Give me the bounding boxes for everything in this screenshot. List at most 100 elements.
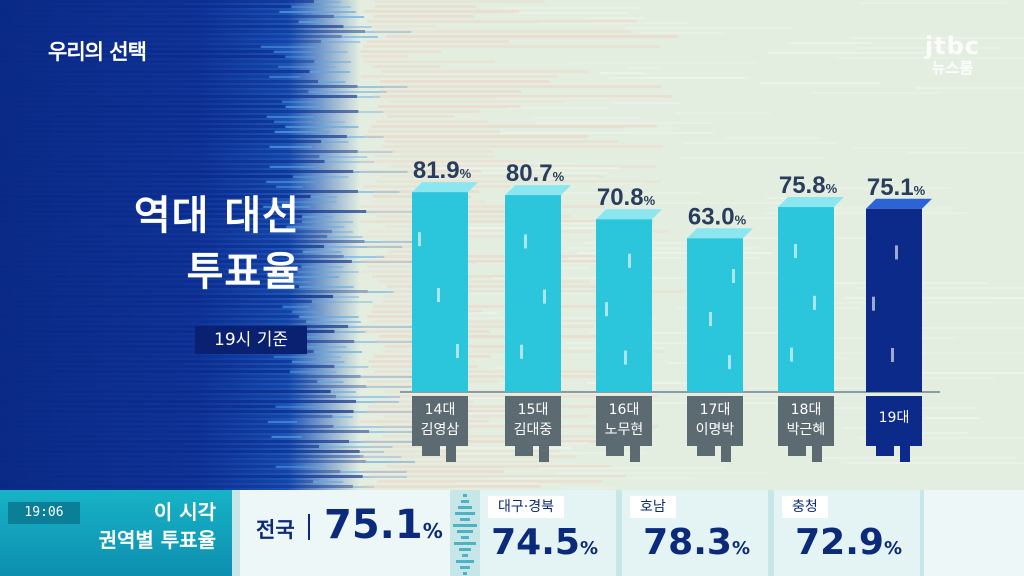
stripe-blue [0,95,358,98]
stripe-light [274,131,331,133]
ticker-region-chungcheong: 충청 72.9% [774,490,920,576]
stripe-light [335,396,401,398]
stripe-blue [0,470,341,473]
stripe-blue [0,415,333,418]
stripe-white [567,247,758,249]
stripe-blue [0,340,355,343]
stripe-blue [0,105,286,108]
stripe-light [324,161,374,163]
stripe-blue [0,425,334,428]
stripe-light [311,301,373,303]
stripe-light [313,481,344,483]
bar-top-face [412,182,478,193]
stripe-light [271,201,337,203]
national-label: 전국 [256,518,295,542]
region-label: 충청 [782,496,828,518]
stripe-blue [0,265,302,268]
stripe-blue [0,240,365,243]
stripe-peach [361,60,495,63]
stripe-peach [376,120,489,123]
category-term: 15대 [518,402,549,418]
stripe-light [364,241,438,243]
region-value-unit: % [883,538,902,559]
bar-fleck [520,344,523,359]
stripe-white [513,322,646,324]
stripe-peach [366,40,509,43]
stripe-white [577,252,774,254]
stripe-light [355,401,399,403]
stripe-peach [364,470,504,473]
category-winner: 김대중 [514,422,553,438]
stripe-light [353,411,422,413]
stripe-peach [377,480,602,483]
background-stripes [0,0,954,489]
stripe-white [562,487,615,489]
stripe-light [365,461,415,463]
stripe-white [547,192,701,194]
stripe-blue [0,230,332,233]
wave-line [456,560,474,563]
stripe-blue [0,165,270,168]
stripe-white [735,217,784,219]
stripe-light [279,11,356,13]
stripe-blue [0,120,274,123]
stripe-light [282,306,310,308]
stripe-white [608,77,747,79]
stripe-blue [0,45,261,48]
stripe-light [334,366,369,368]
bar-fleck [813,295,816,310]
stripe-blue [0,345,271,348]
category-tag-notch [606,446,624,456]
stripe-light [343,26,372,28]
bar [778,207,834,392]
stripe-blue [0,245,325,248]
ticker-national: 전국 75.1% [240,490,450,576]
wave-line [463,494,467,497]
wave-line [459,548,471,551]
stripe-light [302,251,342,253]
stripe-peach [382,435,604,438]
stripe-peach [379,335,604,338]
bar-top-face [687,228,753,239]
category-tag-notch [788,446,806,456]
stripe-light [282,101,321,103]
stripe-peach [367,20,638,23]
stripe-blue [0,110,359,113]
stripe-peach [374,5,477,8]
stripe-blue [0,400,356,403]
stripe-peach [363,10,520,13]
stripe-light [363,456,402,458]
stripe-peach [377,215,571,218]
stripe-blue [0,300,312,303]
stripe-blue [0,20,299,23]
stripe-blue [0,60,315,63]
stripe-peach [360,160,527,163]
stripe-light [313,1,341,3]
stripe-blue [0,175,293,178]
stripe-blue [0,485,353,488]
stripe-peach [376,255,629,258]
bar-top-face [505,185,571,196]
ticker-time: 19:06 [8,502,80,524]
bar-fleck [732,269,735,284]
stripe-peach [377,105,521,108]
stripe-light [269,166,316,168]
stripe-white [585,17,646,19]
stripe-white [427,412,550,414]
region-value: 74.5% [491,522,598,563]
stripe-peach [362,440,596,443]
stripe-peach [363,135,589,138]
stripe-light [263,206,310,208]
stripe-white [674,112,772,114]
bar-fleck [790,347,793,362]
stripe-white [770,207,954,209]
category-winner: 김영삼 [421,422,460,438]
stripe-white [714,272,811,274]
stripe-peach [386,465,612,468]
category-tag-notch [515,446,533,456]
stripe-peach [388,100,563,103]
stripe-white [614,102,682,104]
stripe-peach [364,450,561,453]
stripe-light [332,416,353,418]
stripe-light [285,56,316,58]
